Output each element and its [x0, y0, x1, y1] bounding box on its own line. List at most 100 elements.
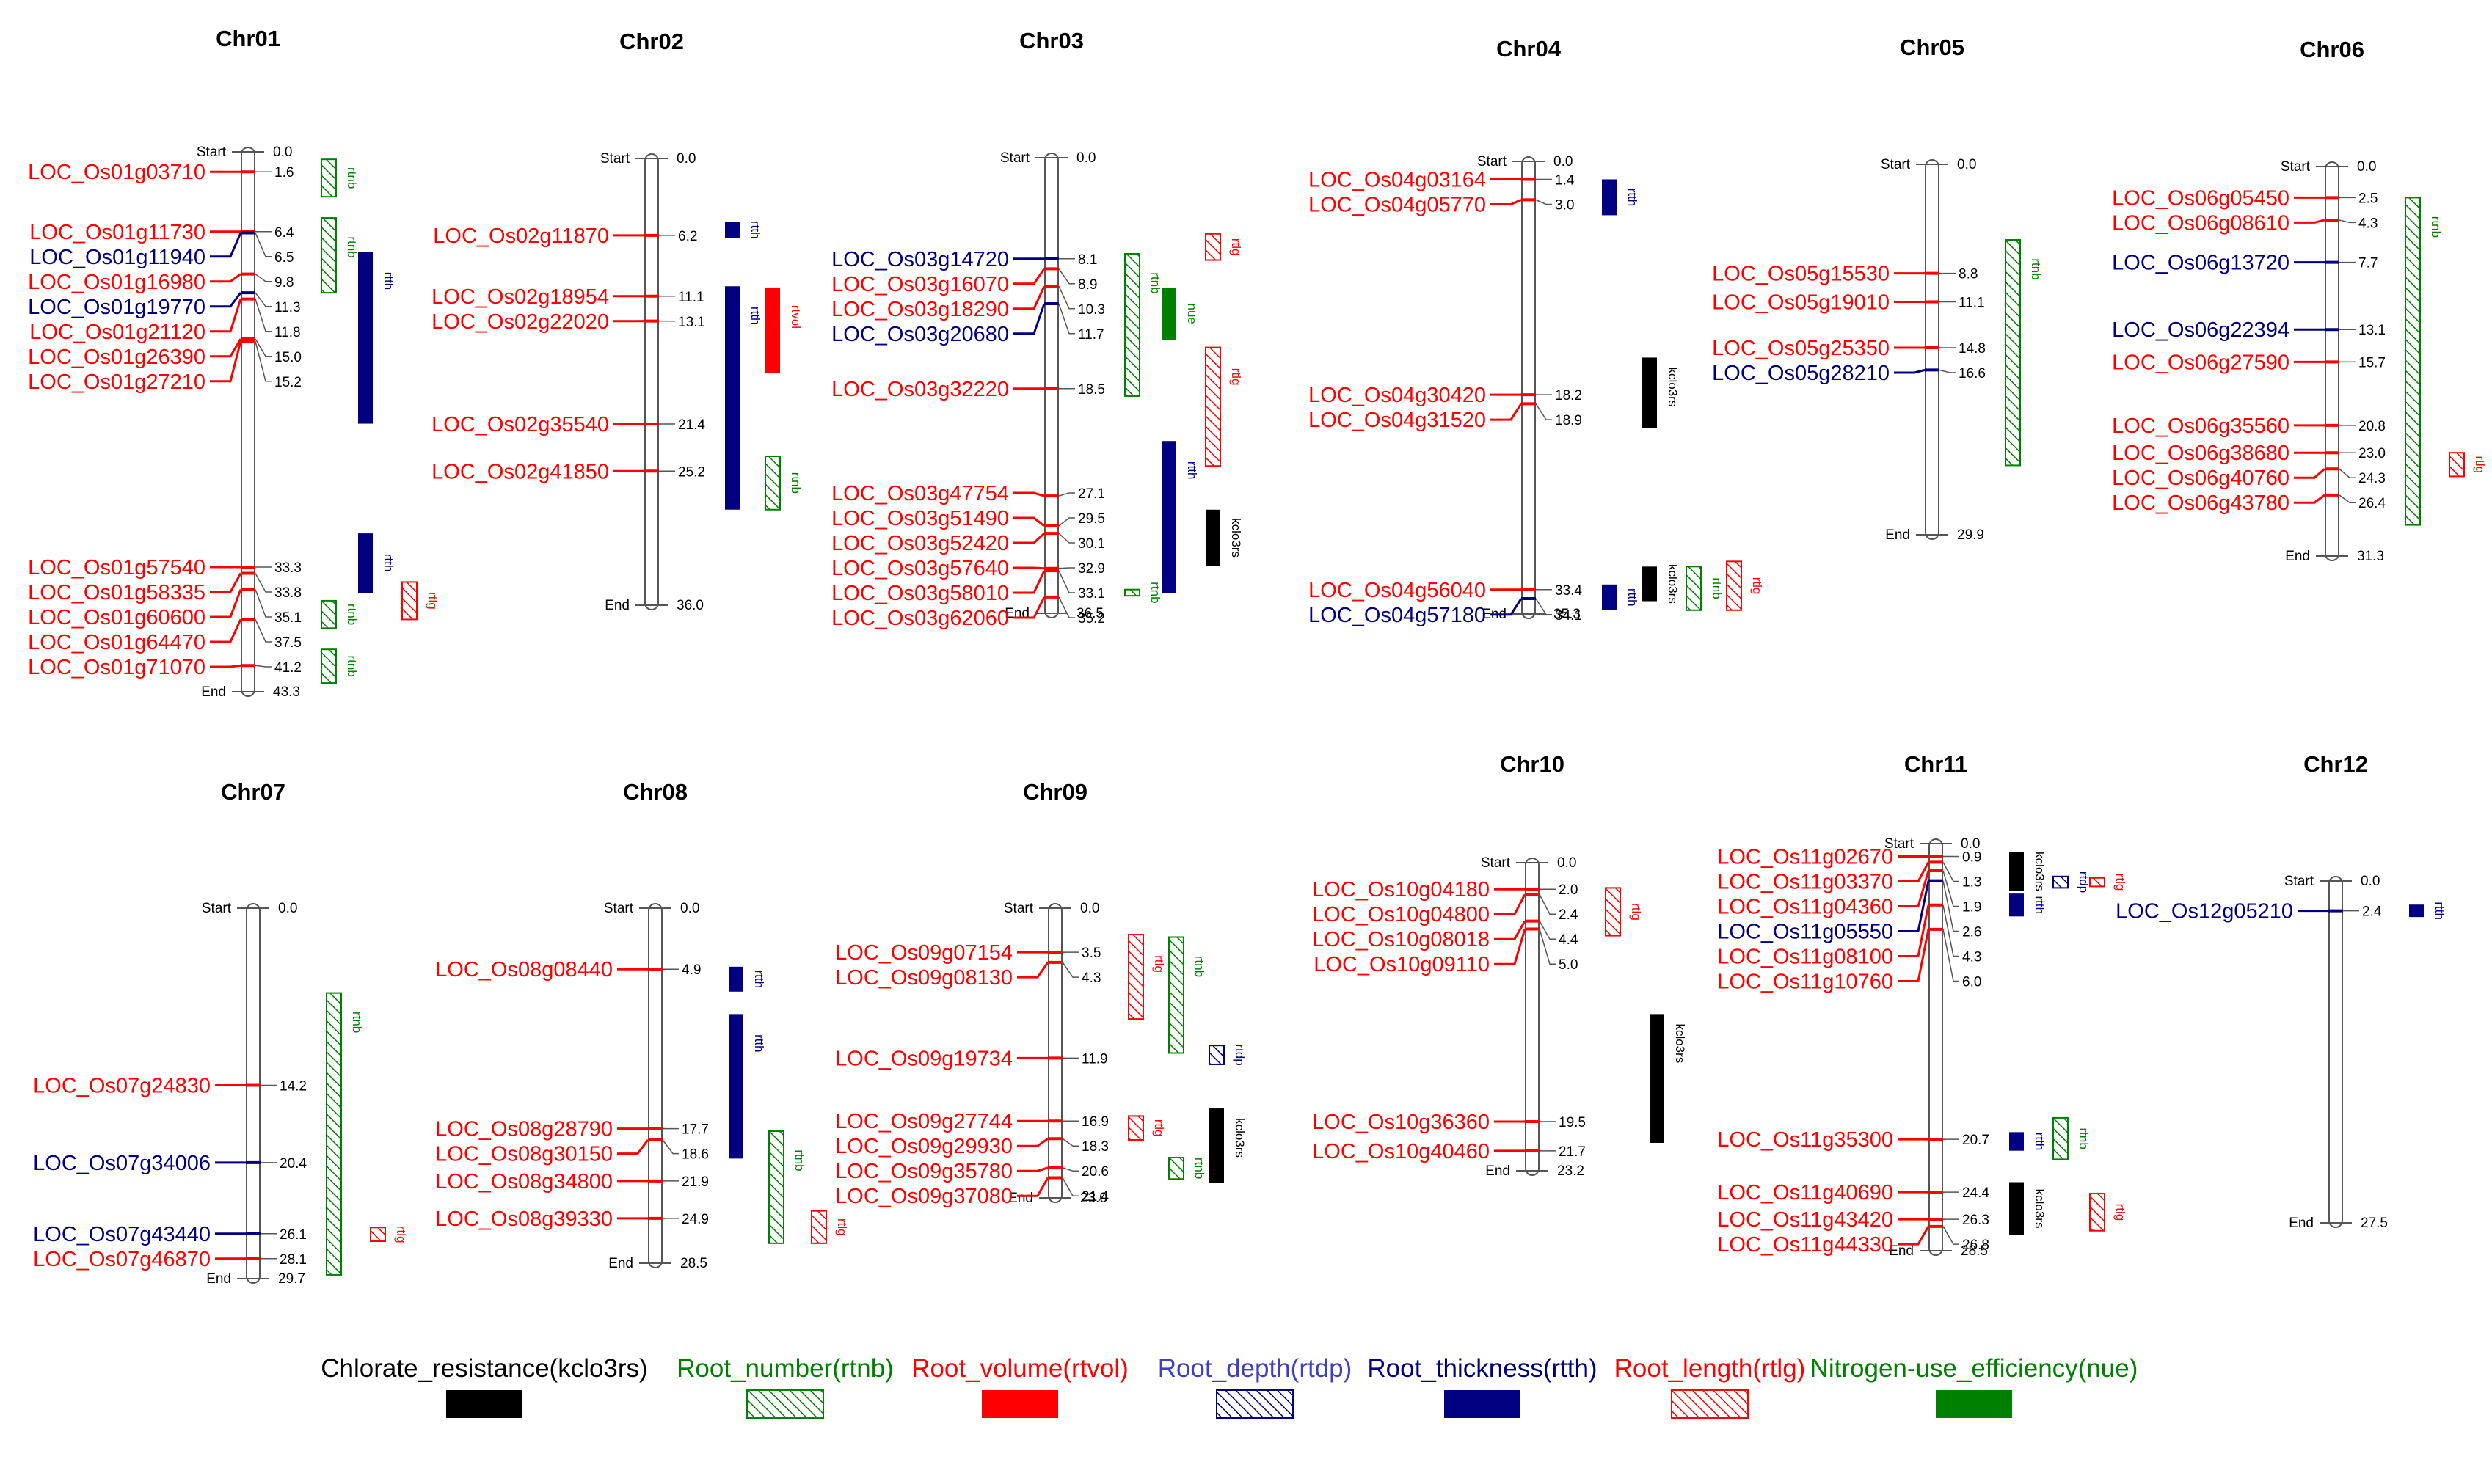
- locus-marker: LOC_Os06g27590 15.7: [2112, 351, 2386, 374]
- qtl-label: rtnb: [345, 656, 359, 677]
- qtl-label: rtnb: [345, 167, 359, 189]
- qtl-bar: [1642, 566, 1657, 602]
- locus-name: LOC_Os06g08610: [2112, 211, 2289, 235]
- locus-marker: LOC_Os03g20680 11.7: [831, 302, 1104, 346]
- locus-marker: LOC_Os02g18954 11.1: [431, 285, 704, 309]
- locus-name: LOC_Os09g37080: [835, 1185, 1013, 1208]
- locus-name: LOC_Os11g10760: [1717, 971, 1893, 994]
- qtl-rtnb: rtnb: [1124, 253, 1162, 397]
- position-connector: [255, 292, 272, 307]
- start-label: Start: [1477, 154, 1507, 169]
- qtl-rtth: rtth: [1602, 584, 1639, 610]
- locus-position: 24.3: [2358, 471, 2386, 486]
- locus-position: 41.2: [274, 660, 302, 676]
- locus-marker: LOC_Os10g36360 19.5: [1312, 1111, 1586, 1134]
- locus-name: LOC_Os04g31520: [1308, 409, 1486, 432]
- locus-position: 2.4: [2362, 904, 2382, 920]
- locus-name: LOC_Os11g35300: [1717, 1128, 1893, 1152]
- locus-connector: [210, 273, 241, 283]
- start-position: 0.0: [1076, 150, 1096, 166]
- qtl-bar: [1128, 934, 1144, 1020]
- qtl-bar: [729, 966, 743, 992]
- locus-position: 6.0: [1962, 975, 1981, 990]
- locus-marker: LOC_Os07g43440 26.1: [33, 1223, 307, 1246]
- position-connector: [1539, 921, 1556, 940]
- locus-position: 19.5: [1559, 1115, 1586, 1130]
- locus-position: 33.3: [274, 560, 302, 576]
- locus-name: LOC_Os01g58335: [28, 581, 205, 604]
- qtl-label: rtnb: [345, 236, 359, 257]
- locus-position: 8.8: [1959, 267, 1978, 282]
- locus-position: 24.4: [1962, 1185, 1989, 1201]
- locus-name: LOC_Os04g57180: [1308, 604, 1486, 627]
- locus-connector: [210, 572, 242, 593]
- end-label: End: [201, 684, 226, 700]
- locus-position: 0.9: [1962, 850, 1981, 866]
- qtl-label: rtlg: [1152, 955, 1166, 973]
- locus-position: 34.1: [1555, 608, 1582, 624]
- locus-marker: LOC_Os07g34006 20.4: [33, 1152, 307, 1175]
- locus-position: 33.4: [1555, 583, 1582, 599]
- qtl-rtnb: rtnb: [326, 992, 364, 1276]
- locus-position: 6.4: [274, 225, 294, 241]
- qtl-rtnb: rtnb: [1686, 566, 1724, 611]
- locus-position: 33.1: [1078, 586, 1105, 602]
- locus-name: LOC_Os07g24830: [33, 1074, 211, 1097]
- locus-marker: LOC_Os03g62060 35.2: [831, 595, 1105, 630]
- locus-name: LOC_Os01g26390: [28, 346, 205, 369]
- end-label: End: [1485, 1163, 1510, 1179]
- locus-name: LOC_Os02g41850: [431, 460, 609, 483]
- legend-item-rtdp: Root_depth(rtdp): [1158, 1354, 1352, 1419]
- locus-marker: LOC_Os11g40690 24.4: [1717, 1181, 1989, 1205]
- end-position: 23.2: [1557, 1163, 1584, 1179]
- position-connector: [255, 338, 272, 357]
- locus-marker: LOC_Os12g05210 2.4: [2116, 900, 2382, 924]
- start-label: Start: [600, 151, 630, 167]
- qtl-rtth: rtth: [2409, 902, 2447, 920]
- qtl-label: rtlg: [2113, 874, 2127, 891]
- locus-position: 20.8: [2358, 419, 2386, 434]
- locus-position: 37.5: [274, 635, 302, 651]
- locus-marker: LOC_Os08g34800 21.9: [435, 1170, 709, 1194]
- locus-connector: [1017, 1166, 1049, 1172]
- locus-position: 1.3: [1962, 875, 1981, 891]
- locus-position: 6.2: [678, 229, 697, 244]
- locus-marker: LOC_Os01g58335 33.8: [28, 571, 302, 604]
- qtl-rtlg: rtlg: [2089, 1193, 2127, 1232]
- qtl-kclo3rs: kclo3rs: [1642, 357, 1680, 428]
- locus-marker: LOC_Os04g30420 18.2: [1308, 384, 1582, 407]
- locus-marker: LOC_Os06g40760 24.3: [2112, 467, 2386, 490]
- locus-position: 21.4: [678, 417, 705, 433]
- qtl-rtnb: rtnb: [321, 217, 359, 294]
- locus-marker: LOC_Os08g08440 4.9: [435, 958, 701, 982]
- qtl-label: rtlg: [1229, 368, 1243, 386]
- position-connector: [255, 589, 272, 618]
- qtl-label: rtlg: [1629, 903, 1643, 921]
- qtl-rtnb: rtnb: [321, 648, 359, 684]
- qtl-label: rtnb: [789, 472, 803, 494]
- locus-marker: LOC_Os04g31520 18.9: [1308, 402, 1582, 432]
- qtl-rtnb: rtnb: [2005, 239, 2043, 467]
- chromosome-bar: [1928, 838, 1943, 1256]
- qtl-rtlg: rtlg: [1128, 1115, 1166, 1141]
- qtl-bar: [729, 1014, 743, 1159]
- locus-name: LOC_Os10g08018: [1312, 928, 1490, 951]
- locus-position: 16.6: [1959, 366, 1986, 381]
- end-label: End: [1885, 527, 1910, 543]
- locus-connector: [1898, 904, 1930, 958]
- locus-name: LOC_Os06g38680: [2112, 442, 2289, 465]
- position-connector: [1942, 880, 1959, 932]
- locus-name: LOC_Os11g44330: [1717, 1233, 1893, 1257]
- chromosome-bar: [1044, 153, 1059, 618]
- qtl-label: kclo3rs: [2033, 852, 2047, 891]
- end-position: 27.5: [2361, 1216, 2388, 1231]
- locus-marker: LOC_Os02g41850 25.2: [431, 460, 705, 483]
- locus-connector: [1898, 880, 1930, 933]
- legend-swatch: [1936, 1390, 2012, 1418]
- qtl-bar: [2089, 1193, 2105, 1232]
- qtl-bar: [326, 992, 342, 1276]
